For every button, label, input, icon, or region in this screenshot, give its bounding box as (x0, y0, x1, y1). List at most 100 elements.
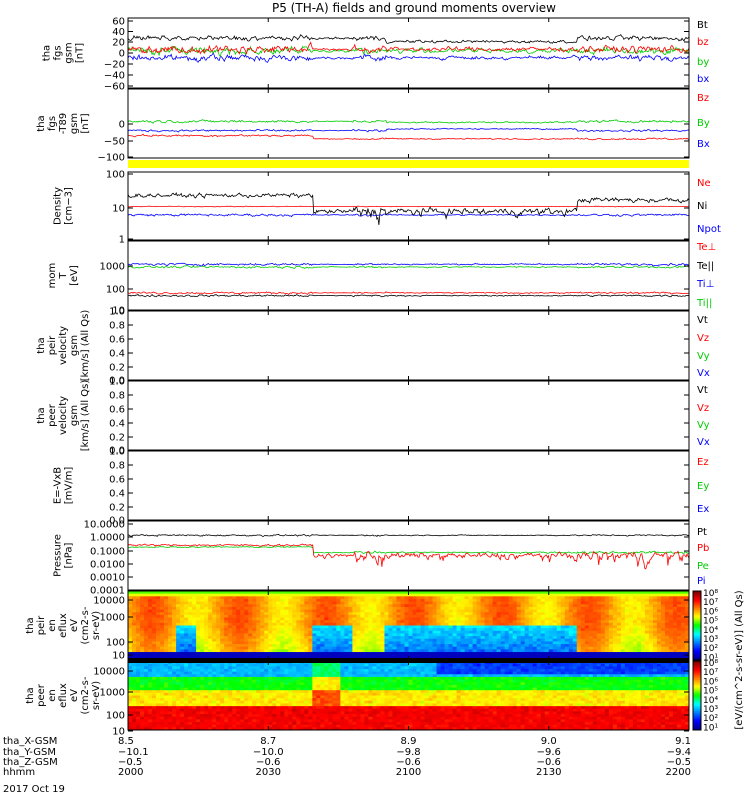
spectrogram-cell (284, 682, 289, 686)
spectrogram-cell (584, 598, 590, 603)
spectrogram-cell (564, 601, 570, 605)
spectrogram-cell (604, 646, 610, 650)
spectrogram-cell (148, 663, 153, 667)
spectrogram-cell (556, 628, 562, 632)
spectrogram-cell (660, 604, 666, 608)
spectrogram-cell (592, 593, 598, 597)
spectrogram-cell (660, 609, 666, 613)
spectrogram-cell (576, 649, 582, 653)
spectrogram-cell (644, 617, 650, 621)
spectrogram-cell (472, 622, 478, 626)
spectrogram-cell (668, 609, 674, 613)
spectrogram-cell (596, 612, 602, 616)
spectrogram-cell (340, 617, 345, 621)
spectrogram-cell (232, 601, 237, 605)
spectrogram-cell (456, 646, 461, 650)
spectrogram-cell (316, 722, 321, 726)
spectrogram-cell (296, 698, 301, 702)
spectrogram-cell (168, 652, 173, 656)
spectrogram-cell (632, 593, 638, 597)
spectrogram-cell (424, 630, 429, 634)
spectrogram-cell (308, 668, 313, 673)
spectrogram-cell (584, 625, 590, 629)
spectrogram-cell (284, 604, 289, 608)
spectrogram-cell (148, 727, 153, 731)
spectrogram-cell (660, 633, 666, 637)
spectrogram-cell (164, 591, 169, 595)
spectrogram-cell (184, 727, 189, 731)
spectrogram-cell (268, 633, 273, 637)
spectrogram-cell (444, 649, 449, 653)
spectrogram-cell (312, 633, 317, 637)
spectrogram-cell (272, 617, 277, 621)
spectrogram-cell (600, 641, 606, 645)
spectrogram-cell (560, 593, 566, 597)
spectrogram-cell (328, 666, 333, 670)
spectrogram-cell (620, 641, 626, 645)
spectrogram-cell (524, 638, 530, 642)
spectrogram-cell (624, 644, 630, 648)
spectrogram-cell (340, 630, 345, 634)
spectrogram-cell (292, 609, 297, 613)
spectrogram-cell (212, 663, 217, 667)
spectrogram-cell (472, 591, 478, 595)
spectrogram-cell (184, 706, 189, 710)
spectrogram-cell (492, 641, 498, 645)
spectrogram-cell (272, 625, 277, 629)
spectrogram-cell (576, 636, 582, 640)
spectrogram-cell (128, 654, 133, 658)
spectrogram-cell (568, 593, 574, 597)
spectrogram-cell (376, 604, 381, 608)
spectrogram-cell (408, 612, 413, 616)
spectrogram-cell (452, 606, 457, 610)
spectrogram-cell (132, 676, 137, 680)
spectrogram-cell (568, 644, 574, 648)
spectrogram-cell (148, 596, 153, 600)
spectrogram-cell (488, 598, 494, 603)
spectrogram-cell (352, 604, 357, 608)
spectrogram-cell (532, 620, 538, 624)
spectrogram-cell (296, 641, 301, 645)
spectrogram-cell (664, 646, 670, 650)
spectrogram-cell (608, 614, 614, 618)
spectrogram-cell (508, 630, 514, 634)
spectrogram-cell (624, 620, 630, 624)
spectrogram-cell (300, 690, 305, 694)
spectrogram-cell (204, 700, 209, 704)
spectrogram-cell (208, 700, 213, 704)
spectrogram-cell (240, 719, 245, 723)
spectrogram-cell (368, 638, 373, 642)
data-quality-bar (128, 160, 689, 168)
spectrogram-cell (680, 604, 686, 608)
spectrogram-cell (528, 646, 534, 650)
spectrogram-cell (276, 630, 281, 634)
spectrogram-cell (312, 649, 317, 653)
spectrogram-cell (172, 596, 177, 600)
spectrogram-cell (440, 601, 445, 605)
spectrogram-cell (484, 649, 490, 653)
spectrogram-cell (136, 690, 141, 694)
spectrogram-cell (272, 598, 277, 603)
spectrogram-cell (400, 641, 405, 645)
spectrogram-cell (312, 617, 317, 621)
spectrogram-cell (252, 716, 257, 720)
series-line-ni (127, 192, 690, 226)
spectrogram-cell (152, 666, 157, 670)
spectrogram-cell (208, 598, 213, 603)
spectrogram-cell (208, 692, 213, 696)
spectrogram-cell (660, 652, 666, 656)
spectrogram-cell (300, 692, 305, 696)
spectrogram-cell (568, 596, 574, 600)
spectrogram-cell (684, 652, 690, 656)
spectrogram-cell (484, 646, 490, 650)
spectrogram-cell (288, 666, 293, 670)
spectrogram-cell (428, 636, 433, 640)
spectrogram-cell (168, 604, 173, 608)
spectrogram-cell (296, 703, 301, 707)
spectrogram-cell (176, 682, 181, 686)
spectrogram-cell (132, 679, 137, 683)
spectrogram-cell (144, 724, 149, 728)
spectrogram-cell (376, 612, 381, 616)
spectrogram-cell (224, 687, 229, 691)
spectrogram-cell (264, 612, 269, 616)
